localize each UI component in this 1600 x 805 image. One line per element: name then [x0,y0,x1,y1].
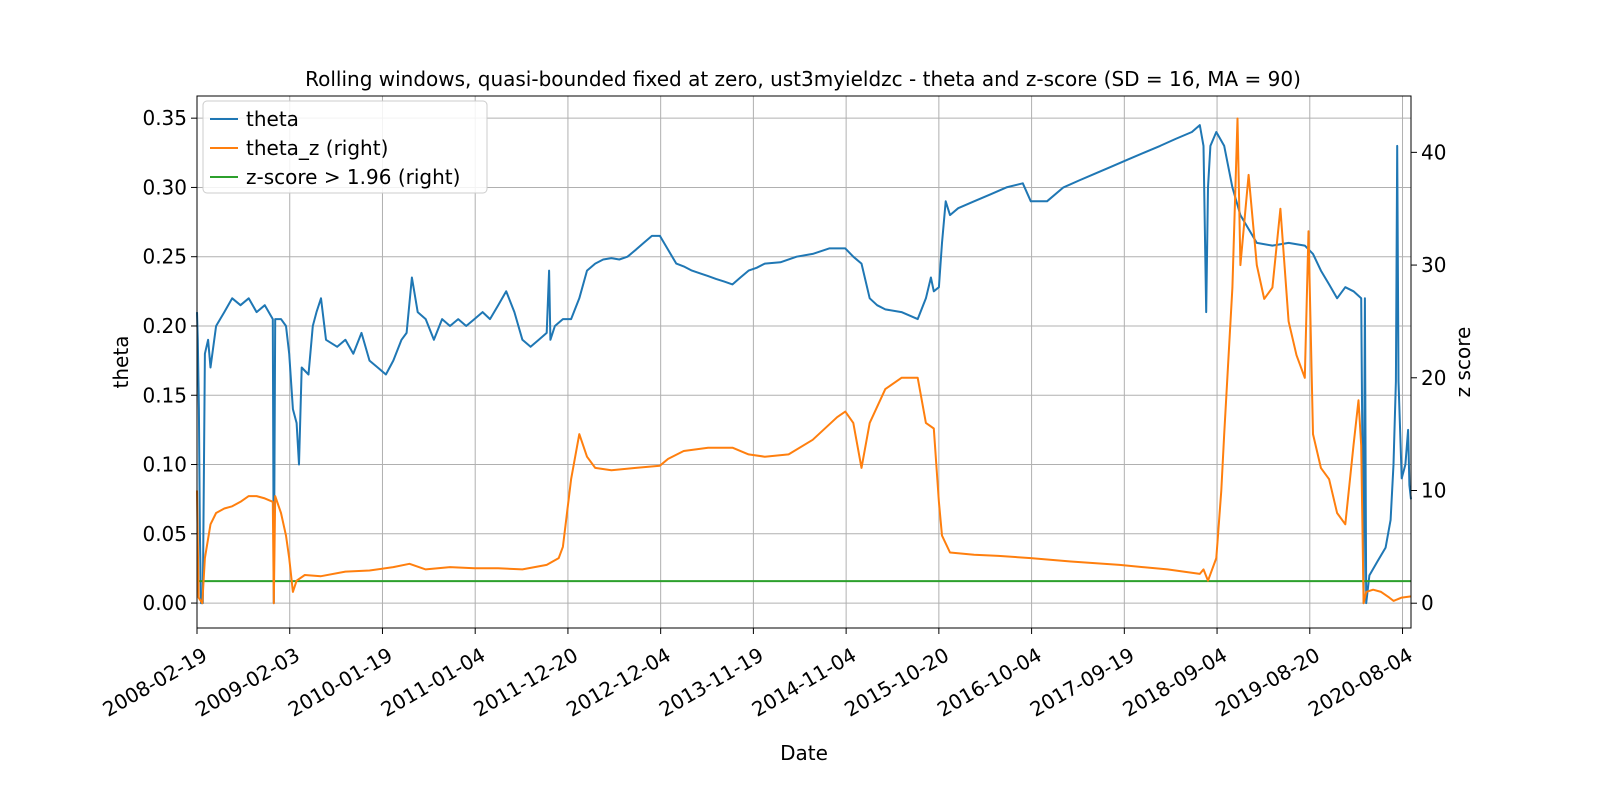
y-tick-label: 0.10 [142,453,187,477]
x-tick-label: 2017-09-19 [1026,643,1139,722]
y-tick-label: 0.00 [142,591,187,615]
y-tick-label: 0.30 [142,175,187,199]
x-tick-label: 2008-02-19 [98,643,211,722]
x-tick-label: 2016-10-04 [933,643,1046,722]
x-axis-label: Date [780,741,828,765]
y-tick-label: 0.20 [142,314,187,338]
x-tick-label: 2020-08-04 [1304,643,1417,722]
series-line-2 [196,117,1412,605]
x-tick-label: 2015-10-20 [840,643,953,722]
y2-tick-label: 20 [1421,366,1446,390]
y-tick-label: 0.15 [142,383,187,407]
x-tick-label: 2014-11-04 [748,643,861,722]
x-tick-label: 2010-01-19 [284,643,397,722]
grid [196,96,1411,628]
legend-label: theta_z (right) [246,136,388,160]
y-tick-label: 0.05 [142,522,187,546]
left-axis: 0.00 0.05 0.10 0.15 0.20 0.25 0.30 0.35 [142,106,197,615]
y2-tick-label: 40 [1421,140,1446,164]
legend-label: z-score > 1.96 (right) [246,165,460,189]
x-tick-label: 2012-12-04 [562,643,675,722]
x-tick-label: 2013-11-19 [655,643,768,722]
y2-axis-label: z score [1451,327,1475,398]
series-layer [196,117,1412,605]
chart-title: Rolling windows, quasi-bounded fixed at … [305,67,1301,91]
x-tick-label: 2018-09-04 [1118,643,1231,722]
x-tick-label: 2019-08-20 [1211,643,1324,722]
legend-box [202,100,488,194]
x-tick-label: 2011-01-04 [377,643,490,722]
series-line-1 [196,124,1412,605]
x-tick-label: 2011-12-20 [469,643,582,722]
legend-label: theta [246,107,299,131]
y-tick-label: 0.35 [142,106,187,130]
x-axis: 2008-02-192009-02-032010-01-192011-01-04… [98,628,1417,722]
y2-tick-label: 30 [1421,253,1446,277]
x-tick-label: 2009-02-03 [191,643,304,722]
legend: theta theta_z (right) z-score > 1.96 (righ… [202,100,488,194]
right-axis: 0 10 20 30 40 [1411,140,1446,615]
y2-tick-label: 0 [1421,591,1434,615]
y-axis-label: theta [109,336,133,389]
y-tick-label: 0.25 [142,245,187,269]
y2-tick-label: 10 [1421,478,1446,502]
plot-frame [196,95,1412,629]
